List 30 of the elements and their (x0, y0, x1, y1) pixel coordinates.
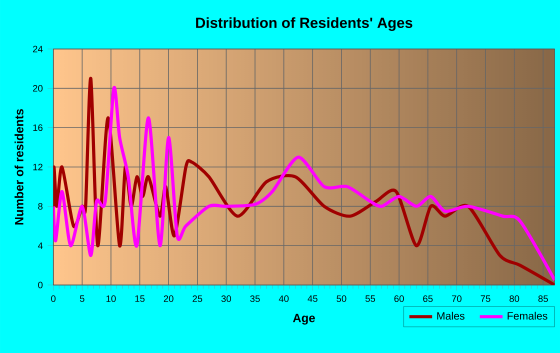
x-tick-label: 35 (250, 295, 260, 302)
x-tick-label: 20 (164, 295, 174, 302)
x-tick-label: 80 (510, 295, 520, 302)
y-tick-label: 12 (33, 164, 42, 170)
y-tick-label: 16 (33, 124, 43, 131)
x-tick-label: 60 (394, 295, 404, 302)
x-tick-label: 65 (423, 295, 433, 302)
x-tick-label: 15 (135, 295, 145, 302)
x-tick-label: 55 (365, 295, 376, 302)
x-tick-label: 25 (192, 295, 202, 302)
y-axis-title: Number of residents (14, 109, 24, 225)
x-tick-label: 30 (221, 295, 232, 302)
y-tick-label: 8 (38, 203, 43, 210)
x-tick-label: 85 (538, 295, 548, 302)
x-tick-label: 0 (51, 295, 56, 302)
y-tick-label: 24 (33, 46, 43, 52)
x-tick-label: 5 (80, 295, 84, 302)
legend-label: Females (508, 312, 548, 320)
x-tick-label: 10 (106, 295, 116, 302)
legend-label: Males (437, 312, 464, 320)
y-tick-label: 0 (38, 282, 43, 288)
y-tick-label: 4 (38, 242, 43, 249)
x-tick-label: 50 (336, 295, 346, 302)
x-axis-title: Age (292, 314, 315, 325)
x-tick-label: 40 (278, 295, 289, 302)
y-tick-label: 20 (33, 85, 43, 92)
x-tick-label: 70 (452, 295, 462, 302)
x-tick-label: 45 (308, 295, 318, 302)
chart-title: Distribution of Residents' Ages (196, 17, 412, 31)
x-tick-label: 75 (480, 295, 490, 302)
